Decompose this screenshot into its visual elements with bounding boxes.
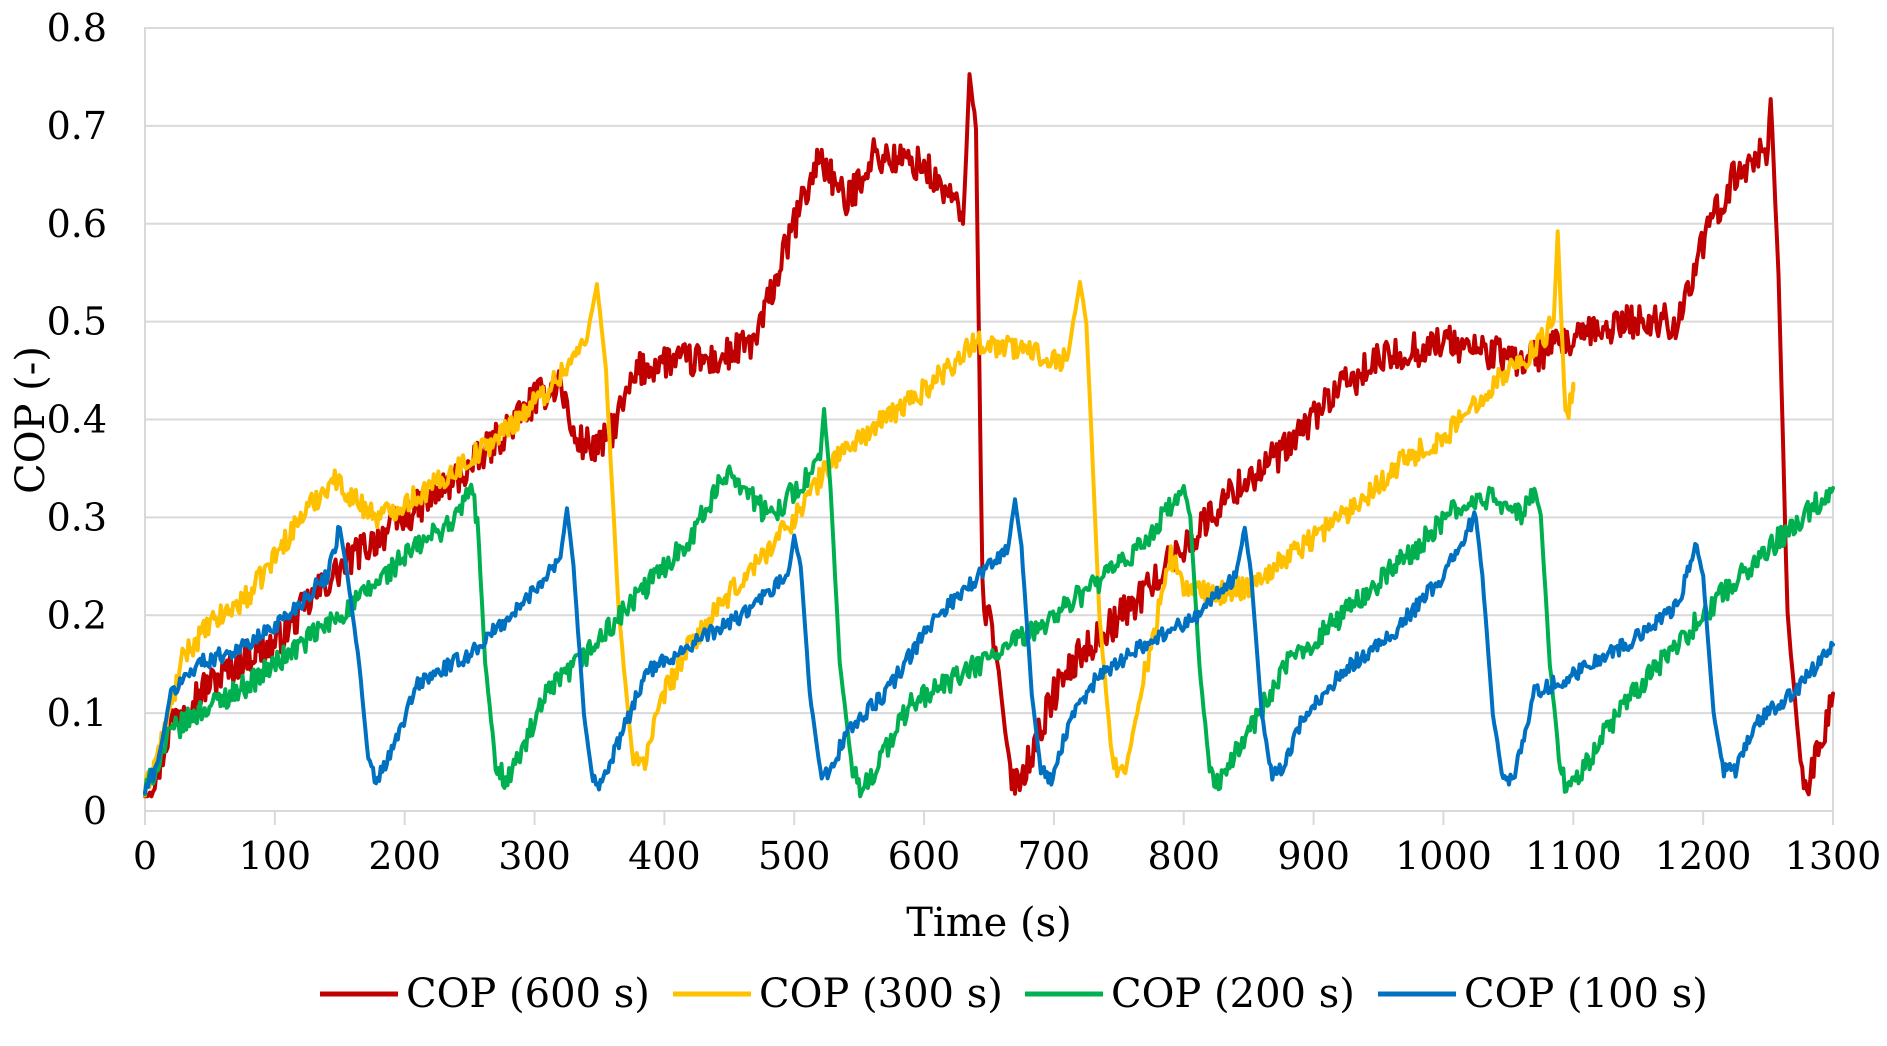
y-tick-label: 0.1 xyxy=(47,691,107,735)
x-tick-label: 700 xyxy=(1018,834,1091,878)
y-axis-title: COP (-) xyxy=(8,346,54,494)
y-tick-label: 0 xyxy=(83,789,107,833)
x-tick-label: 200 xyxy=(368,834,441,878)
x-tick-label: 300 xyxy=(498,834,571,878)
series-line xyxy=(143,497,1835,795)
legend-label: COP (100 s) xyxy=(1464,971,1708,1017)
x-axis-ticks: 0 100 200 300 400 500 600 700 800 900 1000 1100 1200… xyxy=(133,811,1881,878)
x-tick-label: 1200 xyxy=(1655,834,1752,878)
legend-label: COP (300 s) xyxy=(759,971,1003,1017)
x-tick-label: 0 xyxy=(133,834,157,878)
legend: COP (600 s) COP (300 s) COP (200 s) COP (10… xyxy=(320,971,1708,1017)
y-tick-label: 0.6 xyxy=(47,202,107,246)
y-tick-label: 0.5 xyxy=(47,300,107,344)
series-layer xyxy=(143,72,1835,799)
x-tick-label: 500 xyxy=(758,834,831,878)
x-tick-label: 100 xyxy=(239,834,312,878)
x-tick-label: 900 xyxy=(1277,834,1350,878)
y-axis-ticks: 0 0.1 0.2 0.3 0.4 0.5 0.6 0.7 0.8 xyxy=(47,6,107,833)
x-tick-label: 400 xyxy=(628,834,701,878)
legend-label: COP (600 s) xyxy=(406,971,650,1017)
series-line xyxy=(143,229,1576,798)
x-tick-label: 1300 xyxy=(1785,834,1882,878)
series-line xyxy=(143,407,1835,799)
y-tick-label: 0.2 xyxy=(47,593,107,637)
x-tick-label: 1100 xyxy=(1525,834,1622,878)
legend-label: COP (200 s) xyxy=(1111,971,1355,1017)
x-tick-label: 1000 xyxy=(1395,834,1492,878)
y-tick-label: 0.7 xyxy=(47,104,107,148)
y-tick-label: 0.8 xyxy=(47,6,107,50)
y-tick-label: 0.4 xyxy=(47,398,107,442)
x-tick-label: 800 xyxy=(1148,834,1221,878)
y-tick-label: 0.3 xyxy=(47,495,107,539)
gridlines xyxy=(145,27,1833,812)
x-tick-label: 600 xyxy=(888,834,961,878)
plot-frame xyxy=(144,27,1834,812)
x-axis-title: Time (s) xyxy=(906,900,1072,946)
series-line xyxy=(143,72,1835,799)
